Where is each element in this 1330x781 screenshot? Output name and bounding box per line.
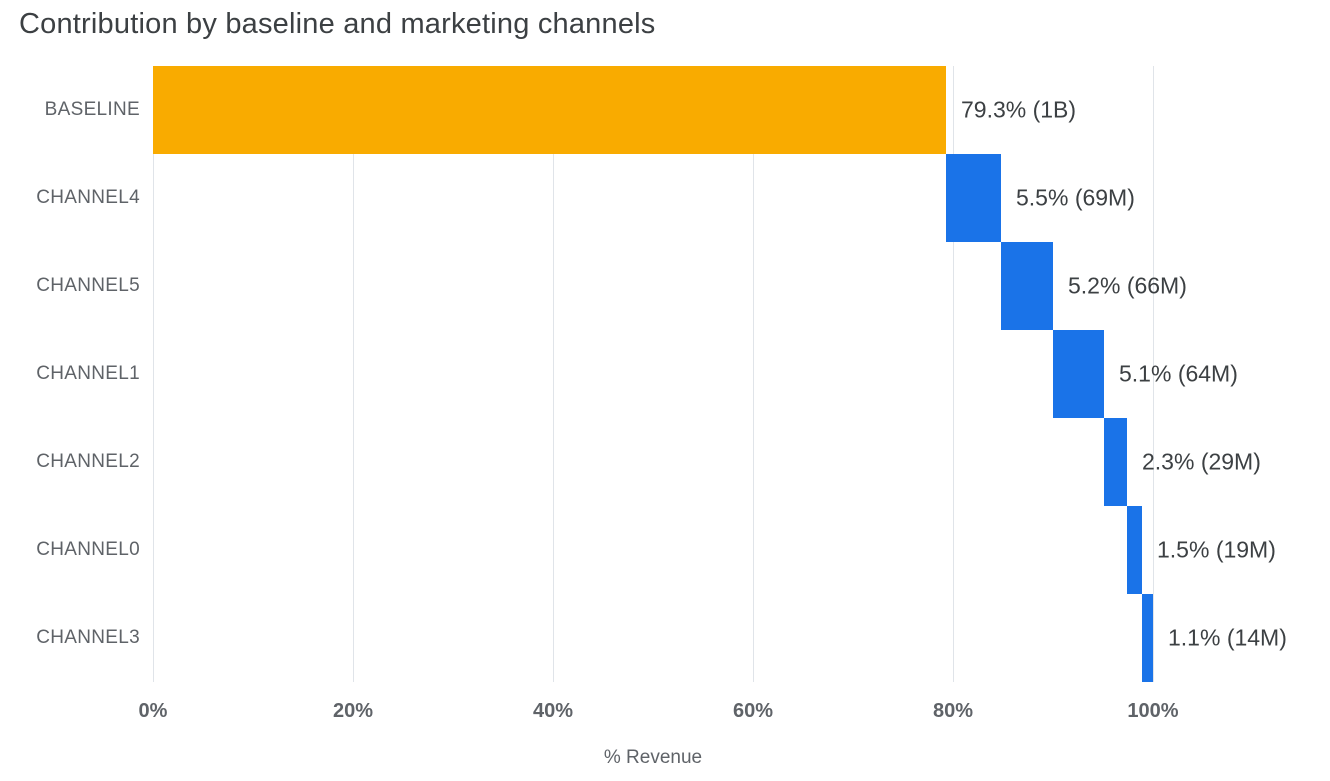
x-tick-label-100%: 100% (1127, 700, 1179, 722)
gridline-100% (1153, 66, 1154, 682)
category-label-baseline: BASELINE (44, 99, 140, 120)
category-label-channel4: CHANNEL4 (36, 187, 140, 208)
gridline-0% (153, 66, 154, 682)
x-tick-label-0%: 0% (138, 700, 168, 722)
category-label-channel0: CHANNEL0 (36, 539, 140, 560)
category-label-channel3: CHANNEL3 (36, 627, 140, 648)
gridline-20% (353, 66, 354, 682)
bar-channel4 (946, 154, 1001, 242)
bar-baseline (153, 66, 946, 154)
category-label-channel5: CHANNEL5 (36, 275, 140, 296)
plot-area: 79.3% (1B) 5.5% (69M) 5.2% (66M) 5.1% (64M)… (153, 66, 1320, 682)
gridline-80% (953, 66, 954, 682)
chart-title: Contribution by baseline and marketing c… (19, 8, 656, 40)
x-axis-ticks: 0% 20% 40% 60% 80% 100% (0, 700, 1330, 728)
x-tick-label-80%: 80% (932, 700, 974, 722)
bar-channel0 (1127, 506, 1142, 594)
category-label-channel2: CHANNEL2 (36, 451, 140, 472)
value-label-channel1: 5.1% (64M) (1119, 360, 1238, 387)
bar-channel1 (1053, 330, 1104, 418)
x-tick-label-20%: 20% (332, 700, 374, 722)
x-tick-label-40%: 40% (532, 700, 574, 722)
gridline-40% (553, 66, 554, 682)
x-axis-title: % Revenue (603, 747, 703, 768)
category-label-channel1: CHANNEL1 (36, 363, 140, 384)
bar-channel5 (1001, 242, 1053, 330)
value-label-channel3: 1.1% (14M) (1168, 624, 1287, 651)
value-label-baseline: 79.3% (1B) (961, 96, 1077, 123)
value-label-channel5: 5.2% (66M) (1068, 272, 1187, 299)
value-label-channel2: 2.3% (29M) (1142, 448, 1261, 475)
gridline-60% (753, 66, 754, 682)
value-label-channel0: 1.5% (19M) (1157, 536, 1276, 563)
bar-channel3 (1142, 594, 1153, 682)
category-axis: BASELINE CHANNEL4 CHANNEL5 CHANNEL1 CHANNEL2… (0, 66, 140, 682)
value-label-channel4: 5.5% (69M) (1016, 184, 1135, 211)
bar-channel2 (1104, 418, 1127, 506)
x-tick-label-60%: 60% (732, 700, 774, 722)
